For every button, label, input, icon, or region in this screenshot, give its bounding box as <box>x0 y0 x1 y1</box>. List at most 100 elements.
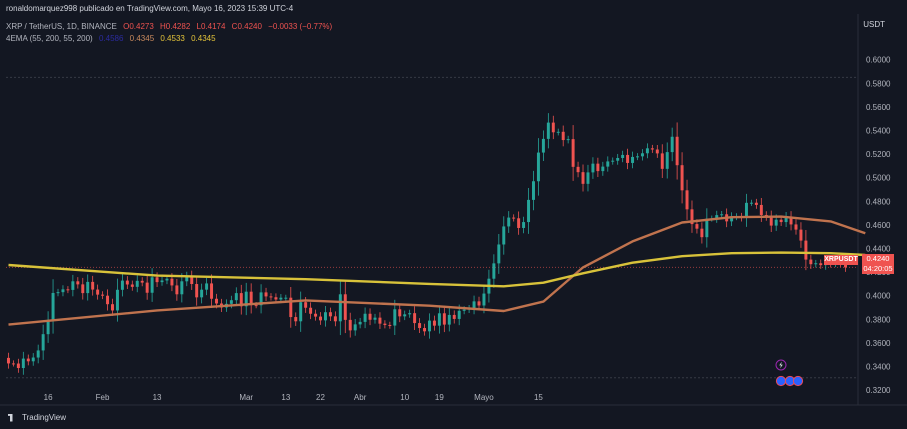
candle-body[interactable] <box>239 293 243 307</box>
candle-body[interactable] <box>606 161 610 167</box>
candle-body[interactable] <box>844 263 848 268</box>
candle-body[interactable] <box>769 216 773 226</box>
candle-body[interactable] <box>423 328 427 332</box>
candle-body[interactable] <box>51 292 55 320</box>
candle-body[interactable] <box>185 276 189 282</box>
candle-body[interactable] <box>111 304 114 311</box>
candle-body[interactable] <box>482 293 486 306</box>
ema-line[interactable] <box>8 251 866 288</box>
candle-body[interactable] <box>106 295 110 305</box>
candle-body[interactable] <box>586 172 590 184</box>
candle-body[interactable] <box>437 313 441 326</box>
candle-body[interactable] <box>269 296 273 298</box>
candle-body[interactable] <box>457 310 461 319</box>
candle-body[interactable] <box>328 312 332 317</box>
candle-body[interactable] <box>249 291 253 306</box>
candle-body[interactable] <box>492 263 496 279</box>
candle-body[interactable] <box>655 149 659 154</box>
candle-body[interactable] <box>348 319 352 331</box>
candle-body[interactable] <box>432 320 436 326</box>
candle-body[interactable] <box>304 302 308 308</box>
candle-body[interactable] <box>165 278 169 281</box>
candle-body[interactable] <box>368 313 372 320</box>
candle-body[interactable] <box>556 131 560 133</box>
candle-body[interactable] <box>442 313 446 325</box>
candle-body[interactable] <box>175 285 179 295</box>
candle-body[interactable] <box>101 294 105 296</box>
candle-body[interactable] <box>675 136 679 166</box>
candle-body[interactable] <box>774 219 778 226</box>
candle-body[interactable] <box>61 289 65 293</box>
candle-body[interactable] <box>730 216 734 222</box>
candle-body[interactable] <box>31 357 35 362</box>
candle-body[interactable] <box>497 244 501 264</box>
candle-body[interactable] <box>636 156 639 158</box>
candle-body[interactable] <box>319 316 322 321</box>
candle-body[interactable] <box>195 284 199 298</box>
candle-body[interactable] <box>452 314 456 319</box>
candle-body[interactable] <box>700 228 704 238</box>
candle-body[interactable] <box>779 219 783 223</box>
candle-body[interactable] <box>685 190 689 210</box>
candle-body[interactable] <box>333 316 337 322</box>
candle-body[interactable] <box>353 324 357 331</box>
candle-body[interactable] <box>408 313 412 315</box>
candle-body[interactable] <box>680 165 684 191</box>
candle-body[interactable] <box>502 226 506 245</box>
candle-body[interactable] <box>294 317 298 322</box>
candle-body[interactable] <box>393 309 397 326</box>
candle-body[interactable] <box>323 312 327 321</box>
candle-body[interactable] <box>259 292 263 306</box>
candle-body[interactable] <box>819 263 823 266</box>
candle-body[interactable] <box>56 292 60 294</box>
candle-body[interactable] <box>616 157 620 161</box>
candle-body[interactable] <box>363 313 367 322</box>
candle-body[interactable] <box>517 218 521 228</box>
candle-body[interactable] <box>130 284 134 287</box>
candle-body[interactable] <box>754 202 758 205</box>
candle-body[interactable] <box>16 363 20 369</box>
candle-body[interactable] <box>145 282 149 293</box>
candle-body[interactable] <box>210 283 214 299</box>
candle-body[interactable] <box>814 263 818 265</box>
candle-body[interactable] <box>398 309 402 317</box>
candle-body[interactable] <box>447 314 451 325</box>
candle-body[interactable] <box>640 153 644 157</box>
candle-body[interactable] <box>576 166 580 173</box>
candle-body[interactable] <box>46 319 50 335</box>
candle-body[interactable] <box>789 216 793 225</box>
candle-body[interactable] <box>205 283 209 290</box>
candle-body[interactable] <box>665 152 669 169</box>
candle-body[interactable] <box>170 278 174 286</box>
candle-body[interactable] <box>660 153 664 169</box>
candle-body[interactable] <box>115 289 119 311</box>
candle-body[interactable] <box>160 280 164 283</box>
candle-body[interactable] <box>418 323 422 329</box>
candle-body[interactable] <box>21 358 25 369</box>
candle-body[interactable] <box>6 357 10 364</box>
candle-body[interactable] <box>507 217 511 227</box>
candle-body[interactable] <box>413 313 417 324</box>
candle-body[interactable] <box>135 280 139 287</box>
candle-body[interactable] <box>190 276 194 285</box>
candle-body[interactable] <box>180 281 184 295</box>
candle-body[interactable] <box>91 281 95 290</box>
candle-body[interactable] <box>229 300 233 304</box>
candle-body[interactable] <box>527 199 531 223</box>
candle-body[interactable] <box>650 148 654 150</box>
candle-body[interactable] <box>601 166 605 172</box>
candle-body[interactable] <box>96 289 100 295</box>
candle-body[interactable] <box>749 202 753 204</box>
candle-body[interactable] <box>536 152 540 182</box>
candle-body[interactable] <box>254 305 258 307</box>
candle-body[interactable] <box>299 302 303 322</box>
candle-body[interactable] <box>591 163 595 173</box>
ema-line[interactable] <box>8 215 866 326</box>
candle-body[interactable] <box>388 324 392 326</box>
candle-body[interactable] <box>715 215 719 219</box>
candle-body[interactable] <box>125 280 129 285</box>
candle-body[interactable] <box>289 297 293 318</box>
candle-body[interactable] <box>274 297 278 300</box>
candle-body[interactable] <box>71 281 75 290</box>
candle-body[interactable] <box>358 321 362 325</box>
